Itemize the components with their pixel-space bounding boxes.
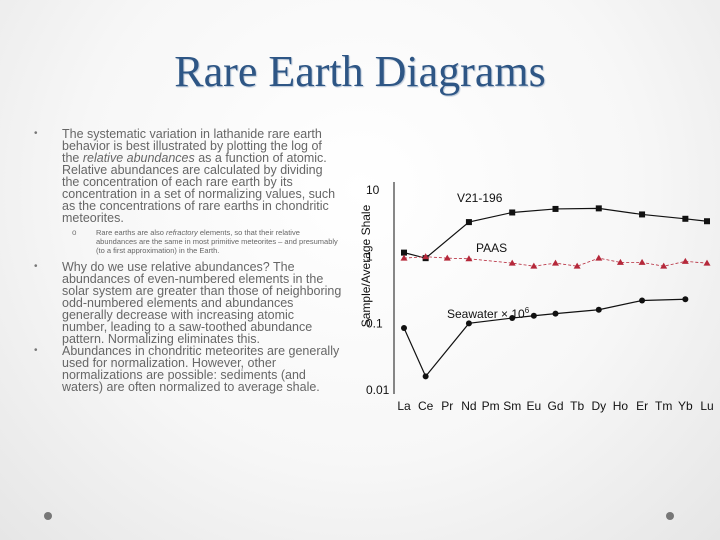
data-point-square xyxy=(704,218,710,225)
data-point-triangle xyxy=(660,262,668,269)
bullet-item: • The systematic variation in lathanide … xyxy=(30,127,342,225)
data-point-triangle xyxy=(465,255,473,262)
x-tick-label: Nd xyxy=(461,399,476,413)
x-tick-label: Gd xyxy=(547,399,563,413)
data-point-triangle xyxy=(703,259,711,266)
x-tick-label: Ho xyxy=(613,399,629,413)
x-tick-label: Lu xyxy=(700,399,713,413)
x-tick-label: Ce xyxy=(418,399,434,413)
x-tick-label: Dy xyxy=(591,399,606,413)
x-tick-label: Eu xyxy=(527,399,542,413)
bullet-text-continued: as a function of atomic. Relative abunda… xyxy=(62,151,336,225)
bullet-marker: • xyxy=(34,261,38,272)
data-point-square xyxy=(465,219,472,226)
series-label: V21-196 xyxy=(457,191,503,205)
y-axis-label: Sample/Average Shale xyxy=(359,204,373,327)
data-point-triangle xyxy=(616,258,624,265)
series-label-superscript: 6 xyxy=(525,306,530,315)
x-tick-label: Pm xyxy=(482,399,500,413)
sub-bullet-item: o Rare earths are also refractory elemen… xyxy=(30,228,342,255)
data-point-triangle xyxy=(595,254,603,261)
data-point-square xyxy=(552,205,559,212)
corner-dot xyxy=(666,512,674,520)
bullet-emphasis: relative abundances xyxy=(82,151,195,165)
data-point-circle xyxy=(595,306,602,313)
bullet-item: • Abundances in chondritic meteorites ar… xyxy=(30,344,342,394)
x-tick-label: Tb xyxy=(570,399,584,413)
series-label: PAAS xyxy=(476,241,507,255)
data-point-circle xyxy=(530,312,537,319)
data-point-triangle xyxy=(508,259,516,266)
x-tick-label: Yb xyxy=(678,399,693,413)
y-tick-label: 1 xyxy=(366,250,373,264)
x-tick-label: Tm xyxy=(655,399,672,413)
ree-pattern-chart: 10 1 0.1 0.01 Sample/Average Shale La Ce Pr Nd Pm… xyxy=(359,182,714,413)
data-point-triangle xyxy=(552,259,559,266)
y-tick-label: 0.1 xyxy=(366,316,383,330)
bullet-list: • The systematic variation in lathanide … xyxy=(30,127,342,394)
x-tick-label: Sm xyxy=(503,399,521,413)
sub-bullet-text: Rare earths are also xyxy=(96,228,167,237)
y-tick-label: 10 xyxy=(366,183,380,197)
data-point-square xyxy=(401,249,407,256)
data-point-triangle xyxy=(400,254,408,261)
data-point-triangle xyxy=(681,257,689,264)
data-point-circle xyxy=(465,320,472,327)
data-point-circle xyxy=(552,310,559,317)
data-point-circle xyxy=(639,297,646,304)
series-line xyxy=(403,256,708,267)
data-point-square xyxy=(682,215,689,222)
data-point-circle xyxy=(422,373,429,380)
series-line xyxy=(403,207,708,259)
bullet-item: • Why do we use relative abundances? The… xyxy=(30,260,342,346)
data-point-square xyxy=(639,211,646,218)
bullet-marker: • xyxy=(34,128,38,139)
x-tick-label: La xyxy=(397,399,411,413)
bullet-text: Why do we use relative abundances? The a… xyxy=(62,260,342,346)
sub-bullet-emphasis: refractory xyxy=(166,228,198,237)
data-point-circle xyxy=(509,315,516,322)
page-title: Rare Earth Diagrams xyxy=(174,47,546,96)
series-label: Seawater × 106 xyxy=(447,306,530,321)
corner-dot xyxy=(44,512,52,520)
data-point-circle xyxy=(401,325,407,332)
data-point-triangle xyxy=(443,254,451,261)
sub-bullet-text-continued: elements, so that their relative abundan… xyxy=(96,228,338,255)
data-point-square xyxy=(509,209,516,216)
data-point-triangle xyxy=(530,262,538,269)
bullet-marker: • xyxy=(34,345,38,356)
data-point-triangle xyxy=(422,253,430,260)
y-tick-label: 0.01 xyxy=(366,383,390,397)
data-point-square xyxy=(595,205,602,212)
data-point-circle xyxy=(682,296,689,303)
bullet-text: The systematic variation in lathanide ra… xyxy=(62,127,322,165)
bullet-text: Abundances in chondritic meteorites are … xyxy=(62,344,340,394)
sub-bullet-marker: o xyxy=(72,228,77,237)
x-tick-label: Er xyxy=(636,399,648,413)
x-tick-label: Pr xyxy=(441,399,453,413)
data-point-triangle xyxy=(573,262,581,269)
data-point-triangle xyxy=(638,258,646,265)
